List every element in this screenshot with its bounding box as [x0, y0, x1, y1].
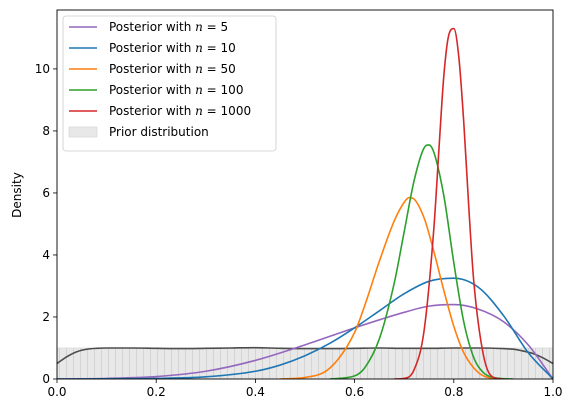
legend-label: Posterior with n = 50: [109, 62, 236, 76]
y-axis: 0 2 4 6 8 10: [35, 62, 57, 386]
legend-box: [62, 15, 277, 152]
series-line-n-10: [57, 277, 553, 379]
x-tick-label: 0.4: [246, 385, 265, 399]
y-tick-label: 4: [42, 248, 50, 262]
legend-label-prior: Prior distribution: [109, 125, 209, 139]
prior-layer: [57, 346, 553, 379]
x-tick-label: 0.2: [147, 385, 166, 399]
series-line-n-5: [57, 303, 553, 379]
x-tick-label: 1.0: [543, 385, 562, 399]
series-layer: [57, 27, 553, 379]
x-tick-label: 0.0: [47, 385, 66, 399]
prior-distribution-area: [57, 347, 553, 379]
legend-label: Posterior with n = 100: [109, 83, 243, 97]
y-tick-label: 0: [42, 372, 50, 386]
plot-frame: [56, 9, 554, 380]
prior-density-line: [57, 346, 553, 365]
y-tick-label: 10: [35, 62, 50, 76]
series-line-n-100: [329, 144, 514, 379]
legend-label: Posterior with n = 10: [109, 41, 236, 55]
y-tick-label: 8: [42, 124, 50, 138]
legend-label: Posterior with n = 5: [109, 20, 228, 34]
x-tick-label: 0.6: [345, 385, 364, 399]
legend-swatch-prior: [68, 126, 98, 138]
x-tick-label: 0.8: [444, 385, 463, 399]
y-tick-label: 6: [42, 186, 50, 200]
y-axis-label: Density: [10, 172, 24, 218]
x-axis: 0.0 0.2 0.4 0.6 0.8 1.0: [47, 379, 563, 399]
series-line-n-1000: [394, 27, 504, 379]
series-line-n-50: [280, 196, 504, 379]
legend: Posterior with n = 5 Posterior with n = 1…: [62, 15, 277, 152]
y-tick-label: 2: [42, 310, 50, 324]
legend-label: Posterior with n = 1000: [109, 104, 251, 118]
